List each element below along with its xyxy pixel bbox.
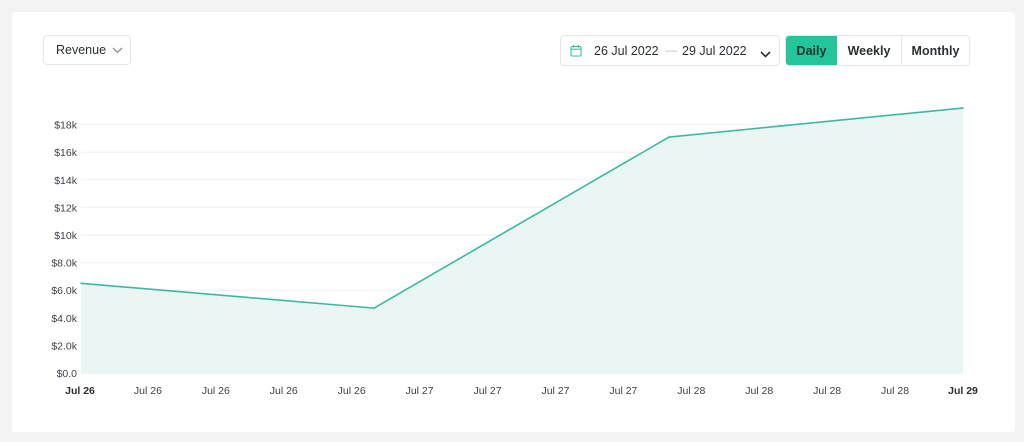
x-tick-label: Jul 27 [406,385,434,397]
date-start: 26 Jul 2022 [594,44,659,58]
y-tick-label: $18k [54,120,78,132]
x-tick-label: Jul 26 [202,385,230,397]
date-separator: — [665,43,677,57]
x-tick-label: Jul 26 [338,385,366,397]
chevron-down-icon [760,47,771,61]
y-tick-label: $10k [54,230,78,242]
data-point [962,107,964,109]
data-point [80,282,82,285]
y-tick-label: $14k [54,175,78,187]
data-point [373,307,375,309]
data-point [668,136,670,138]
date-range-picker[interactable]: 26 Jul 2022 — 29 Jul 2022 [560,35,780,66]
y-tick-label: $2.0k [51,340,77,352]
y-tick-label: $16k [54,147,78,159]
x-tick-label: Jul 27 [474,385,502,397]
y-tick-label: $4.0k [51,313,77,325]
y-tick-label: $12k [54,202,78,214]
x-tick-label: Jul 28 [881,385,909,397]
daily-button[interactable]: Daily [786,36,837,65]
x-tick-label: Jul 29 [948,385,978,397]
x-tick-label: Jul 27 [541,385,569,397]
x-tick-label: Jul 26 [134,385,162,397]
y-tick-label: $6.0k [51,285,77,297]
x-tick-label: Jul 28 [677,385,705,397]
y-tick-label: $0.0 [57,368,78,380]
weekly-button[interactable]: Weekly [837,36,902,65]
calendar-icon [570,44,582,60]
date-end: 29 Jul 2022 [682,44,747,58]
x-tick-label: Jul 27 [609,385,637,397]
y-tick-label: $8.0k [51,258,77,270]
series-line [80,107,964,309]
monthly-button[interactable]: Monthly [911,43,960,58]
series-area [81,108,963,373]
chevron-down-icon [112,47,123,54]
x-tick-label: Jul 26 [65,385,95,397]
x-tick-label: Jul 28 [745,385,773,397]
metric-label: Revenue [56,43,107,57]
granularity-toggle: Daily Weekly Monthly [785,35,970,66]
metric-select[interactable]: Revenue [43,35,131,65]
x-tick-label: Jul 26 [270,385,298,397]
x-tick-label: Jul 28 [813,385,841,397]
